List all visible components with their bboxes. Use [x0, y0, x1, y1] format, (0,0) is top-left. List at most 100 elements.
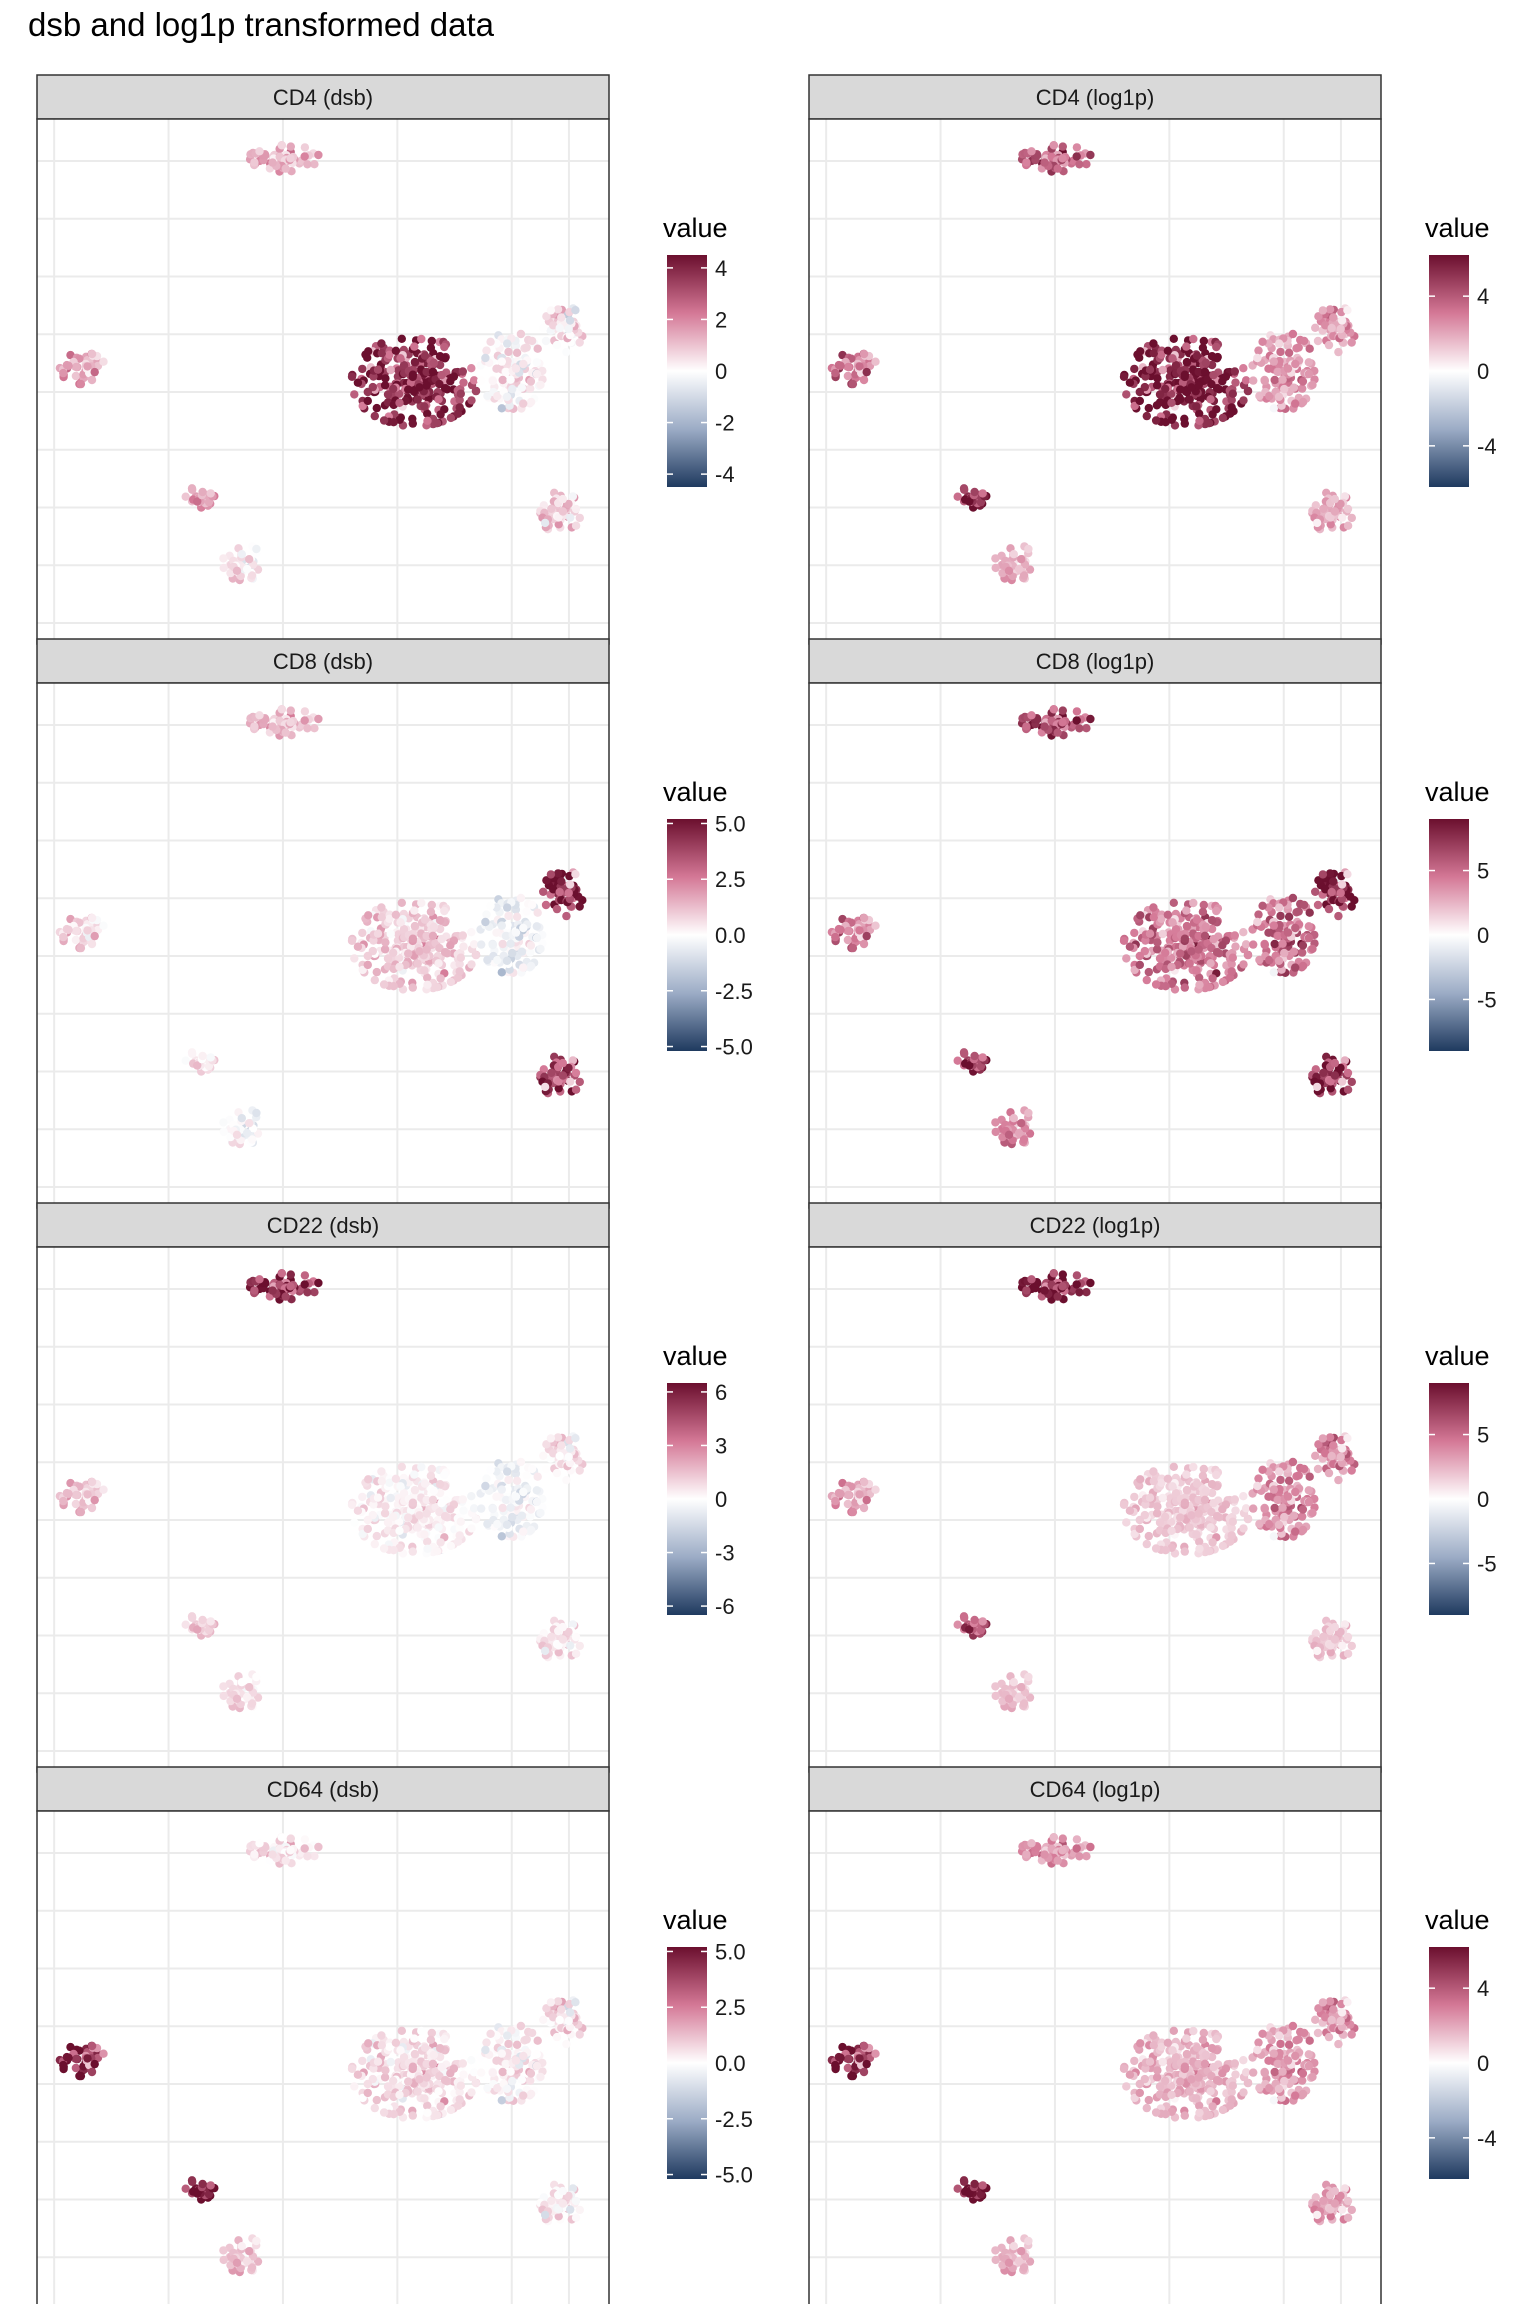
data-point: [571, 504, 581, 514]
data-point: [370, 1539, 379, 1549]
data-point: [498, 1503, 507, 1513]
data-point: [1227, 1531, 1236, 1540]
data-point: [303, 160, 312, 169]
data-point: [557, 1441, 566, 1450]
data-point: [286, 1282, 295, 1291]
data-point: [1198, 907, 1208, 916]
data-point: [539, 1451, 548, 1461]
data-point: [90, 931, 99, 941]
data-point: [549, 321, 558, 330]
data-point: [1014, 564, 1024, 574]
data-point: [350, 390, 359, 399]
data-point: [471, 950, 481, 960]
data-point: [1206, 1523, 1215, 1532]
data-point: [501, 367, 511, 377]
data-point: [1327, 887, 1336, 897]
data-point: [511, 928, 521, 937]
data-point: [575, 2205, 584, 2215]
data-point: [991, 1691, 1000, 1701]
data-point: [83, 1490, 92, 1499]
data-point: [1241, 940, 1251, 949]
data-point: [1182, 921, 1192, 931]
data-point: [539, 887, 548, 896]
data-point: [1153, 374, 1162, 383]
data-point: [991, 1118, 1000, 1127]
data-point: [508, 948, 517, 958]
data-point: [527, 1464, 537, 1474]
data-point: [1269, 1532, 1279, 1541]
legend-tick-label: -5: [1477, 1551, 1497, 1576]
data-point: [511, 364, 521, 373]
data-point: [1017, 555, 1026, 564]
data-point: [1227, 403, 1236, 412]
data-point: [1270, 1503, 1279, 1513]
data-point: [497, 357, 506, 366]
data-point: [377, 1467, 386, 1476]
data-point: [428, 1495, 438, 1505]
data-point: [193, 497, 202, 506]
data-point: [99, 2049, 108, 2058]
data-point: [350, 2082, 359, 2091]
data-point: [426, 907, 436, 916]
data-point: [1327, 323, 1336, 333]
data-point: [1151, 416, 1161, 425]
data-point: [252, 2236, 261, 2246]
data-point: [571, 1085, 581, 1094]
data-point: [978, 1053, 987, 1062]
data-point: [426, 2035, 436, 2045]
data-point: [471, 1514, 481, 1524]
data-point: [1208, 974, 1217, 983]
data-point: [1337, 316, 1347, 325]
data-point: [541, 900, 551, 910]
data-point: [1185, 1523, 1194, 1532]
data-point: [373, 365, 383, 374]
data-point: [1269, 357, 1279, 366]
data-point: [555, 887, 564, 897]
data-point: [859, 913, 869, 923]
point-cloud: [827, 141, 1359, 585]
data-point: [1298, 941, 1308, 950]
data-point: [219, 2255, 228, 2265]
data-point: [426, 1471, 436, 1481]
data-point: [1192, 966, 1201, 975]
data-point: [481, 353, 490, 363]
data-point: [855, 1490, 864, 1499]
data-point: [420, 351, 430, 360]
data-point: [532, 2061, 542, 2071]
data-point: [453, 973, 463, 982]
data-point: [1330, 1622, 1340, 1632]
data-point: [1135, 387, 1145, 397]
data-point: [497, 1532, 506, 1541]
data-point: [1168, 1482, 1177, 1491]
data-point: [1325, 1433, 1335, 1442]
data-point: [844, 362, 853, 372]
data-point: [399, 925, 409, 934]
legend-tick-label: 5.0: [715, 1939, 746, 1964]
data-point: [395, 2090, 404, 2099]
data-point: [1058, 718, 1067, 727]
data-point: [575, 1641, 584, 1651]
data-point: [1270, 939, 1279, 949]
data-point: [1330, 507, 1340, 516]
data-point: [1157, 350, 1166, 359]
data-point: [527, 336, 537, 346]
legend-tick-label: -2.5: [715, 979, 753, 1004]
data-point: [242, 564, 252, 574]
data-point: [527, 2028, 537, 2038]
data-point: [377, 903, 386, 912]
data-point: [1125, 942, 1135, 951]
data-point: [303, 724, 312, 733]
data-point: [415, 947, 424, 956]
data-point: [1199, 336, 1209, 346]
data-point: [300, 716, 309, 725]
data-point: [1325, 305, 1335, 314]
data-point: [436, 410, 445, 419]
data-point: [471, 386, 481, 396]
data-point: [1284, 1476, 1294, 1486]
data-point: [446, 941, 455, 950]
data-point: [1022, 1850, 1031, 1859]
data-point: [386, 2057, 395, 2067]
data-point: [1284, 348, 1294, 357]
data-point: [843, 935, 853, 945]
